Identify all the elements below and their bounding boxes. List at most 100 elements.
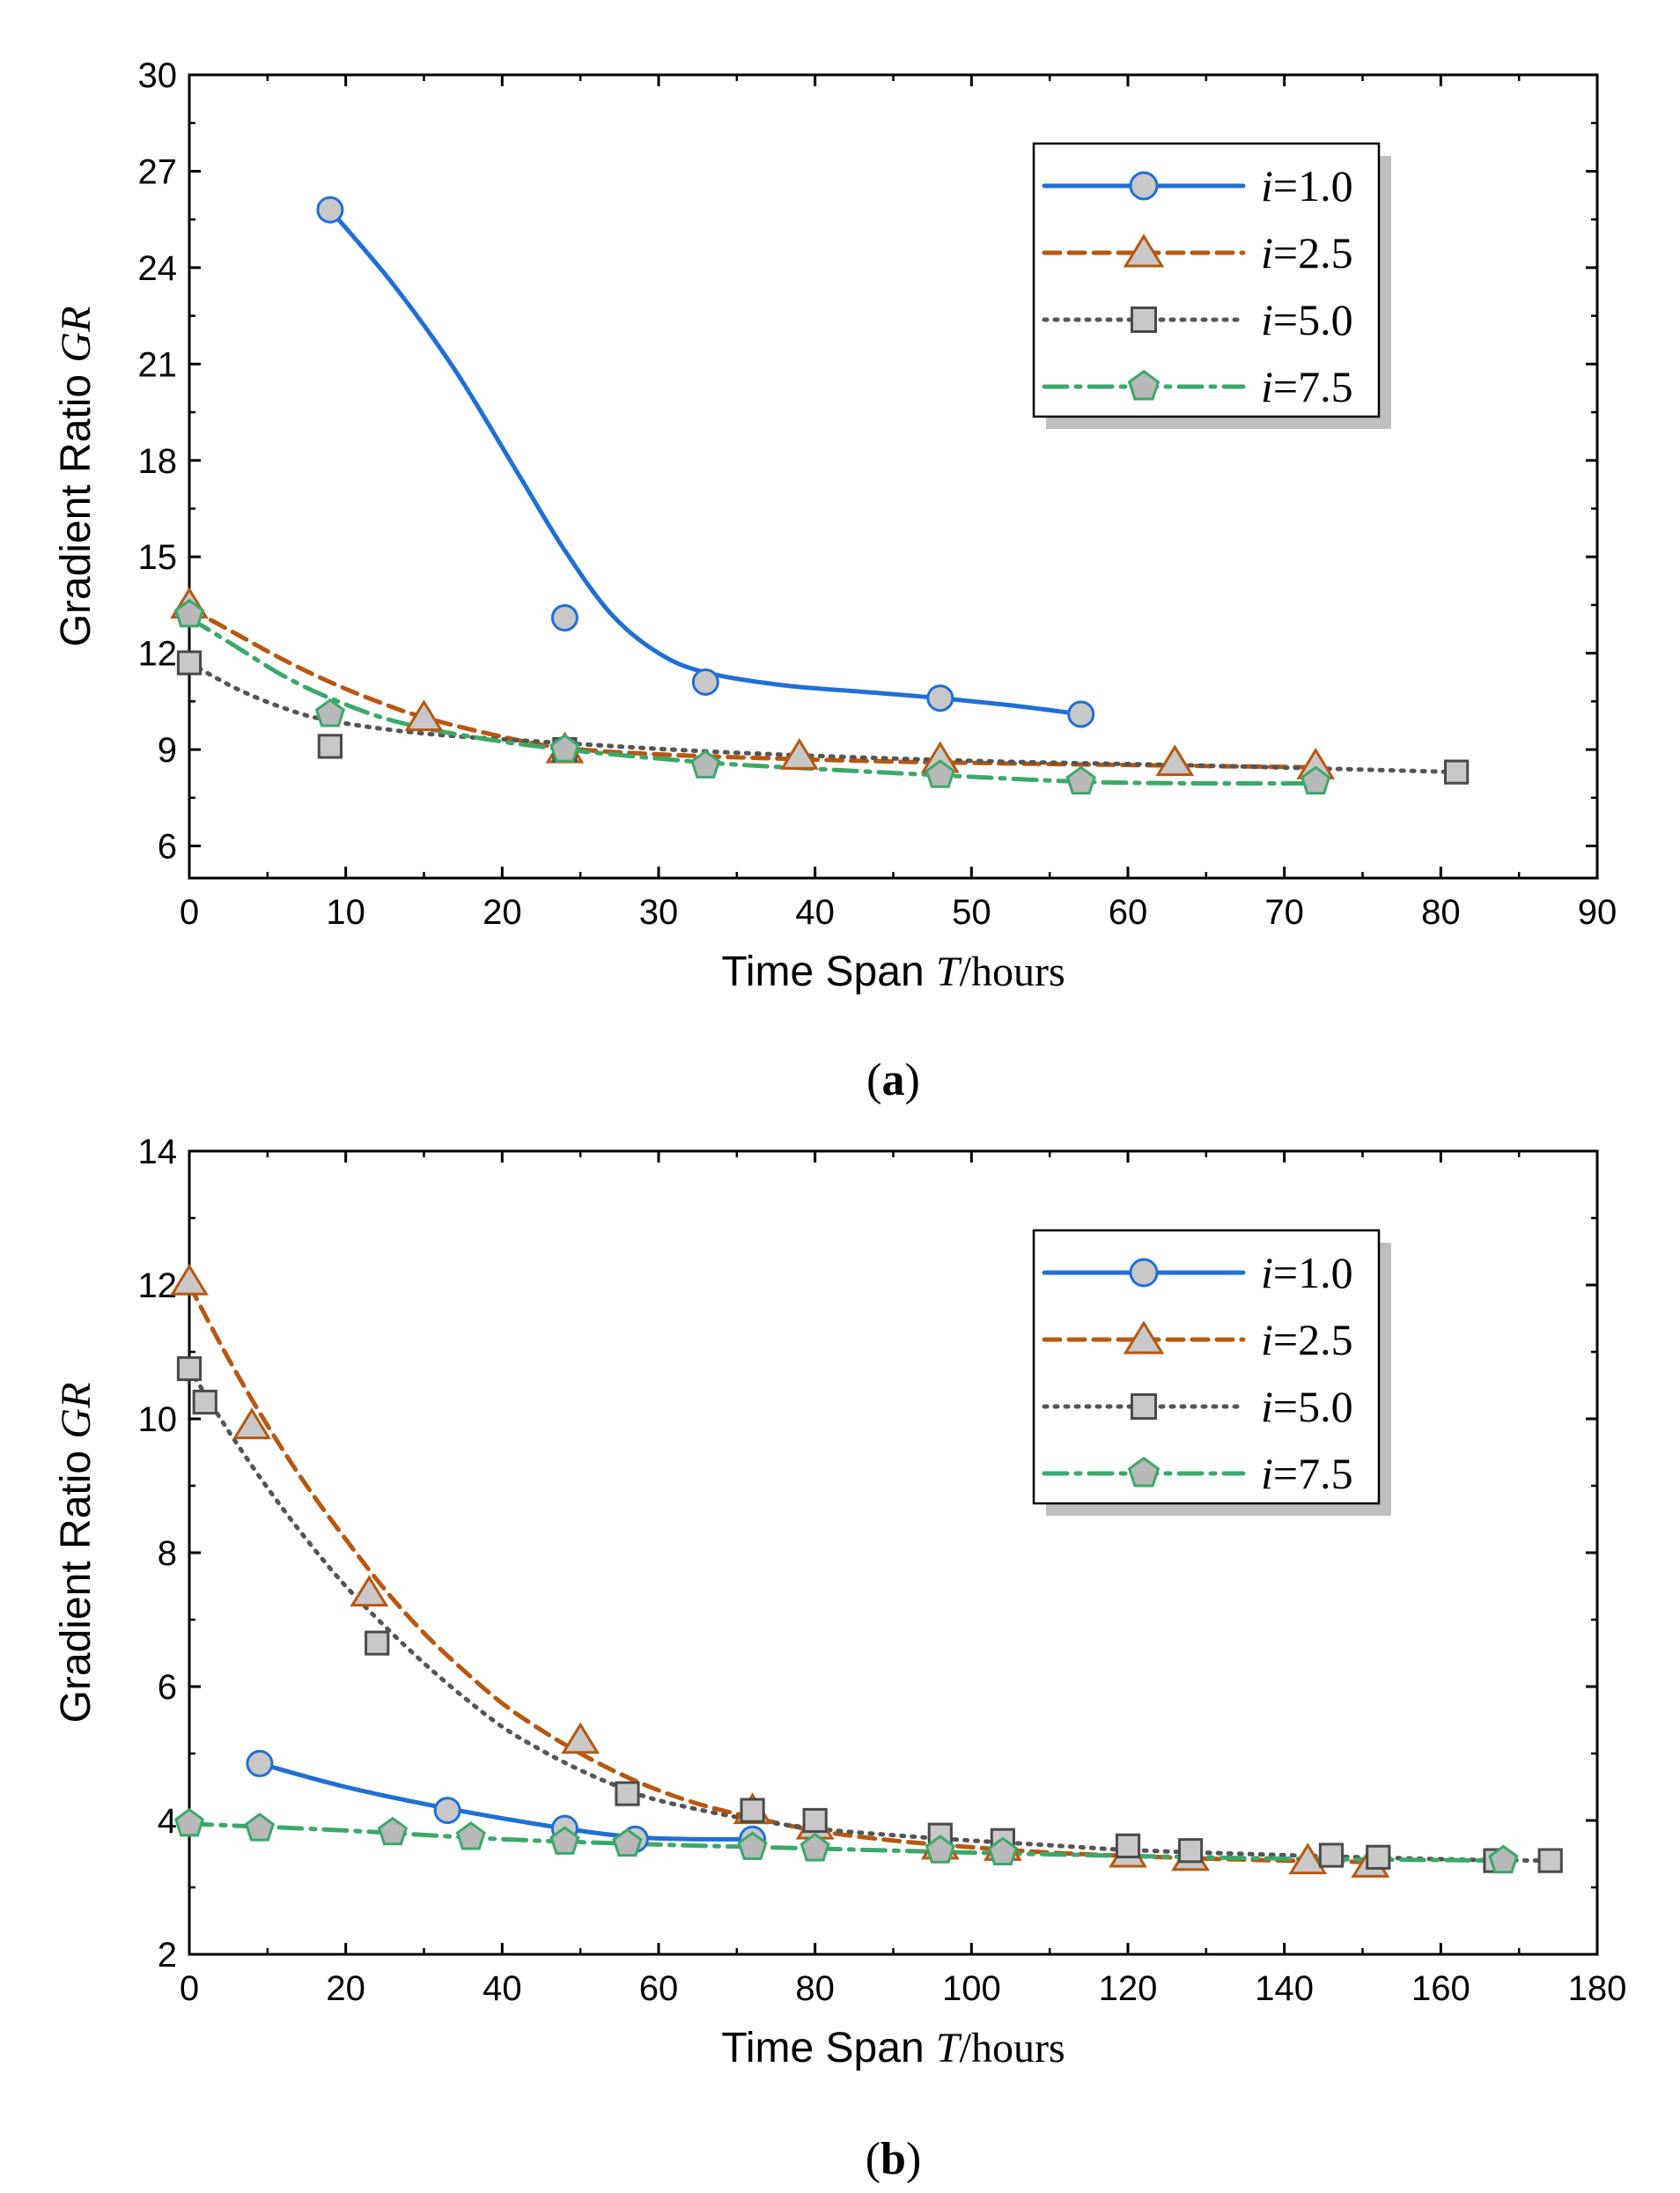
data-point-i=5.0 [1366, 1844, 1391, 1870]
x-axis-title-prefix: Time Span [721, 2025, 936, 2071]
data-point-i=5.0 [615, 1781, 640, 1806]
x-tick-label: 20 [326, 1969, 365, 2008]
legend-marker-i=7.5 [1127, 369, 1161, 401]
data-point-i=5.0 [176, 1355, 203, 1382]
data-point-i=5.0 [176, 650, 203, 676]
legend-box [1032, 142, 1381, 418]
data-point-i=1.0 [691, 668, 719, 696]
x-tick-label: 90 [1578, 893, 1617, 932]
series-line-i=1.0 [328, 207, 1084, 717]
data-point-i=7.5 [925, 759, 955, 788]
legend-label-i=7.5: i=7.5 [1261, 1449, 1353, 1498]
legend-marker-i=1.0 [1129, 1258, 1159, 1288]
x-tick-label: 180 [1568, 1969, 1627, 2008]
x-tick-label: 100 [942, 1969, 1001, 2008]
data-point-i=7.5 [244, 1813, 276, 1842]
data-point-i=2.5 [779, 737, 819, 770]
data-point-i=7.5 [799, 1832, 830, 1862]
legend-label-i=7.5: i=7.5 [1261, 362, 1353, 411]
data-point-i=2.5 [1155, 744, 1195, 777]
x-tick-label: 70 [1264, 893, 1304, 932]
x-tick-label: 60 [639, 1969, 679, 2008]
data-point-i=7.5 [987, 1836, 1018, 1866]
x-tick-label: 0 [180, 1969, 199, 2008]
data-point-i=5.0 [1115, 1833, 1141, 1858]
y-axis-title-var: GR [53, 306, 99, 363]
x-tick-label: 60 [1109, 893, 1148, 932]
x-axis-title-var: T [936, 949, 962, 995]
data-point-i=1.0 [433, 1797, 461, 1825]
panel-a-chart: 0 10 20 30 40 50 60 70 80 90 6 9 12 15 18 21 24 27 30 Time … [53, 56, 1617, 1105]
legend-label-i=1.0: i=1.0 [1261, 1248, 1353, 1297]
x-tick-label: 40 [483, 1969, 522, 2008]
legend-marker-i=2.5 [1123, 1320, 1165, 1355]
y-axis-title: Gradient Ratio GR [53, 1383, 99, 1724]
data-point-i=5.0 [1318, 1842, 1345, 1868]
data-point-i=7.5 [925, 1835, 955, 1864]
data-point-i=5.0 [1177, 1838, 1204, 1864]
x-tick-label: 140 [1255, 1969, 1314, 2008]
x-axis-title: Time Span T/hours [721, 2025, 1065, 2071]
data-point-i=5.0 [365, 1630, 390, 1656]
x-tick-label: 50 [952, 893, 991, 932]
data-point-i=7.5 [1065, 765, 1096, 795]
y-tick-label: 2 [158, 1936, 177, 1975]
data-point-i=5.0 [1444, 759, 1470, 785]
data-point-i=7.5 [377, 1816, 409, 1846]
y-axis-title-prefix: Gradient Ratio [53, 1439, 99, 1724]
data-point-i=7.5 [173, 598, 205, 628]
legend-marker-i=1.0 [1129, 171, 1159, 201]
data-point-i=7.5 [737, 1831, 768, 1860]
data-point-i=2.5 [1288, 1842, 1328, 1875]
legend: i=1.0 i=2.5 i=5.0 i=7.5 [1032, 142, 1391, 429]
legend-marker-i=7.5 [1127, 1456, 1161, 1488]
panel-caption: (a) [866, 1055, 920, 1105]
legend-marker-i=2.5 [1123, 233, 1165, 268]
series-line-i=5.0 [189, 1366, 1553, 1864]
data-point-i=7.5 [314, 698, 345, 727]
legend-label-i=5.0: i=5.0 [1261, 295, 1353, 344]
y-tick-label: 27 [138, 152, 178, 191]
legend-label-i=2.5: i=2.5 [1261, 228, 1353, 277]
x-tick-label: 80 [795, 1969, 835, 2008]
legend: i=1.0 i=2.5 i=5.0 i=7.5 [1032, 1229, 1391, 1516]
y-tick-label: 6 [158, 1668, 177, 1707]
panel-caption: (b) [866, 2134, 922, 2184]
y-axis-title-prefix: Gradient Ratio [53, 363, 99, 647]
y-tick-label: 12 [138, 635, 178, 674]
data-point-i=7.5 [549, 1826, 580, 1855]
y-tick-label: 6 [158, 828, 177, 867]
data-point-i=7.5 [612, 1828, 643, 1857]
data-point-i=1.0 [1067, 700, 1095, 728]
data-point-i=7.5 [1301, 765, 1331, 795]
x-axis-title-suffix: /hours [960, 949, 1065, 995]
x-tick-label: 40 [795, 893, 835, 932]
x-tick-label: 20 [483, 893, 522, 932]
y-tick-label: 4 [158, 1802, 177, 1841]
x-tick-label: 160 [1411, 1969, 1470, 2008]
panel-b-chart: 0 20 40 60 80 100 120 140 160 180 2 4 6 8 10 12 14 Time S… [53, 1133, 1626, 2184]
data-point-i=1.0 [246, 1749, 274, 1777]
x-axis-title: Time Span T/hours [721, 949, 1065, 995]
x-axis-title-var: T [936, 2025, 962, 2071]
legend-label-i=5.0: i=5.0 [1261, 1382, 1353, 1431]
data-point-i=2.5 [232, 1407, 271, 1440]
data-point-i=7.5 [173, 1807, 205, 1837]
series-line-i=7.5 [189, 616, 1318, 786]
y-axis-title-var: GR [53, 1383, 99, 1439]
data-point-i=7.5 [455, 1821, 486, 1850]
legend-box [1032, 1229, 1381, 1505]
data-point-i=1.0 [316, 196, 344, 224]
data-point-i=7.5 [549, 734, 580, 763]
y-tick-label: 8 [158, 1534, 177, 1573]
y-tick-label: 9 [158, 731, 177, 770]
data-point-i=2.5 [350, 1575, 389, 1607]
x-tick-label: 80 [1421, 893, 1461, 932]
y-tick-label: 30 [138, 56, 178, 95]
legend-marker-i=5.0 [1131, 306, 1157, 333]
y-tick-label: 24 [138, 249, 178, 288]
y-axis-title: Gradient Ratio GR [53, 306, 99, 647]
legend-marker-i=5.0 [1131, 1393, 1157, 1420]
data-point-i=1.0 [926, 684, 954, 713]
x-axis-title-prefix: Time Span [721, 949, 936, 995]
